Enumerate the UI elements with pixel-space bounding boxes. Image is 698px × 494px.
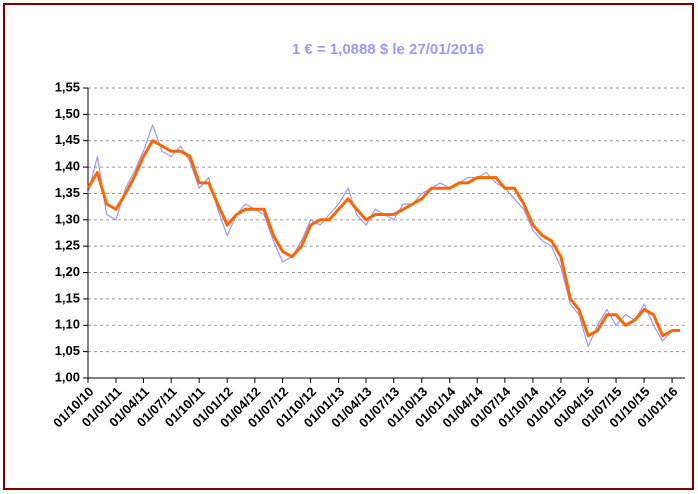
y-tick-label: 1,30 [55,211,80,226]
y-tick-label: 1,45 [55,132,80,147]
y-tick-label: 1,55 [55,79,80,94]
series-line [86,139,680,338]
y-tick-label: 1,10 [55,317,80,332]
y-tick-label: 1,50 [55,106,80,121]
y-tick-label: 1,20 [55,264,80,279]
y-tick-label: 1,05 [55,343,80,358]
y-tick-label: 1,15 [55,290,80,305]
chart-title: 1 € = 1,0888 $ le 27/01/2016 [292,41,484,58]
y-tick-label: 1,00 [55,369,80,384]
y-tick-label: 1,25 [55,238,80,253]
y-tick-label: 1,40 [55,159,80,174]
y-tick-label: 1,35 [55,185,80,200]
